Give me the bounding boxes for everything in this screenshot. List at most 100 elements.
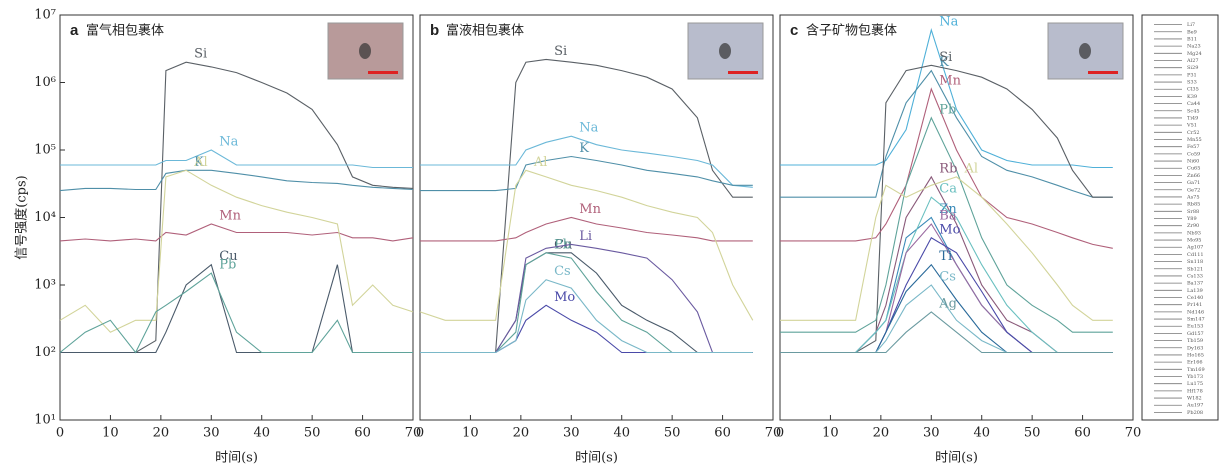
legend-label: Co59 [1187,151,1200,157]
x-axis-label: 时间(s) [575,451,618,466]
series-line [59,169,414,333]
series-line [420,243,753,354]
legend-label: Sm147 [1187,317,1205,323]
series-line [780,311,1113,354]
legend-label: Nd146 [1187,309,1204,315]
series-label: Mo [939,222,960,237]
x-tick-label: 70 [765,426,782,441]
inclusion [719,43,731,59]
legend-label: As75 [1186,194,1200,200]
legend-label: Al27 [1186,58,1199,64]
legend-label: Li7 [1187,22,1195,28]
legend-label: W182 [1187,396,1202,402]
series-label: Li [579,229,592,244]
series-line [420,279,753,354]
series-line [780,69,1113,198]
x-tick-label: 50 [304,426,321,441]
series-line [780,116,1113,333]
series-label: Rb [939,161,957,176]
series-line [420,252,753,354]
series-line [420,252,753,354]
legend-label: Na23 [1187,44,1201,50]
panel-title: 富气相包裹体 [86,23,164,39]
panel-letter: c [790,22,798,39]
series-label: K [939,55,949,70]
series-label: Pb [219,258,236,273]
x-tick-label: 10 [462,426,479,441]
panel-title: 富液相包裹体 [446,23,524,39]
scale-bar [1088,71,1118,74]
scale-bar [728,71,758,74]
legend-label: P31 [1187,72,1197,78]
legend-label: Be9 [1187,29,1197,35]
legend-label: Ba137 [1187,281,1203,287]
x-axis-label: 时间(s) [215,451,258,466]
series-line [60,149,413,169]
y-tick-label: 10⁶ [34,75,56,90]
legend-label: Gd157 [1187,331,1204,337]
legend-label: Mo95 [1187,238,1202,244]
x-tick-label: 10 [822,426,839,441]
plot-frame [419,14,774,421]
series-line [59,169,414,192]
legend-label: Cs133 [1187,273,1203,279]
panel-title: 含子矿物包裹体 [806,23,897,39]
legend-label: Sn118 [1187,259,1203,265]
legend-label: Sb121 [1187,266,1203,272]
series-line [420,216,753,242]
x-tick-label: 70 [1125,426,1142,441]
series-label: Si [554,44,567,59]
series-label: Cs [939,270,956,285]
legend-label: Mn55 [1187,137,1202,143]
series-line [60,263,413,354]
series-label: Al [533,155,548,170]
x-tick-label: 0 [776,426,784,441]
inclusion [359,43,371,59]
legend-label: Eu153 [1187,324,1203,330]
series-label: Mn [939,74,961,89]
series-line [780,223,1113,354]
series-line [419,169,754,321]
legend-label: Mg24 [1187,51,1202,57]
x-tick-label: 30 [923,426,940,441]
legend-label: Ni60 [1187,159,1199,165]
legend-label: Er166 [1187,360,1203,366]
legend-label: Sr88 [1187,209,1199,215]
series-label: K [579,141,589,156]
legend-label: Ag107 [1186,245,1203,251]
series-label: Na [219,135,238,150]
legend-label: K39 [1187,94,1197,100]
legend-label: Cl35 [1187,87,1199,93]
legend-label: Zr90 [1187,223,1199,229]
legend-label: Tm169 [1187,367,1205,373]
series-label: Pb [939,102,956,117]
x-tick-label: 50 [1024,426,1041,441]
x-tick-label: 30 [563,426,580,441]
legend-label: Rb85 [1187,202,1200,208]
legend-label: Y89 [1186,216,1197,222]
x-axis-label: 时间(s) [935,451,978,466]
series-label: Al [964,161,979,176]
legend-label: Au197 [1186,403,1203,409]
series-line [59,223,414,242]
legend-label: Hf178 [1187,388,1203,394]
legend-label: Ti49 [1187,115,1198,121]
legend-label: Dy163 [1187,345,1203,351]
series-label: Cu [219,249,237,264]
legend-label: Ce140 [1187,295,1203,301]
legend-label: Ge72 [1187,187,1200,193]
series-label: Mn [219,209,241,224]
y-tick-label: 10³ [34,278,56,293]
scale-bar [368,71,398,74]
series-label: Ca [939,182,957,197]
y-tick-label: 10⁵ [34,143,56,158]
series-label: Pb [554,237,571,252]
series-line [420,155,753,192]
series-label: Si [194,47,207,62]
legend-label: B11 [1187,36,1197,42]
series-label: Cu [554,237,572,252]
x-tick-label: 60 [354,426,371,441]
plot-frame [779,14,1134,421]
x-tick-label: 20 [873,426,890,441]
